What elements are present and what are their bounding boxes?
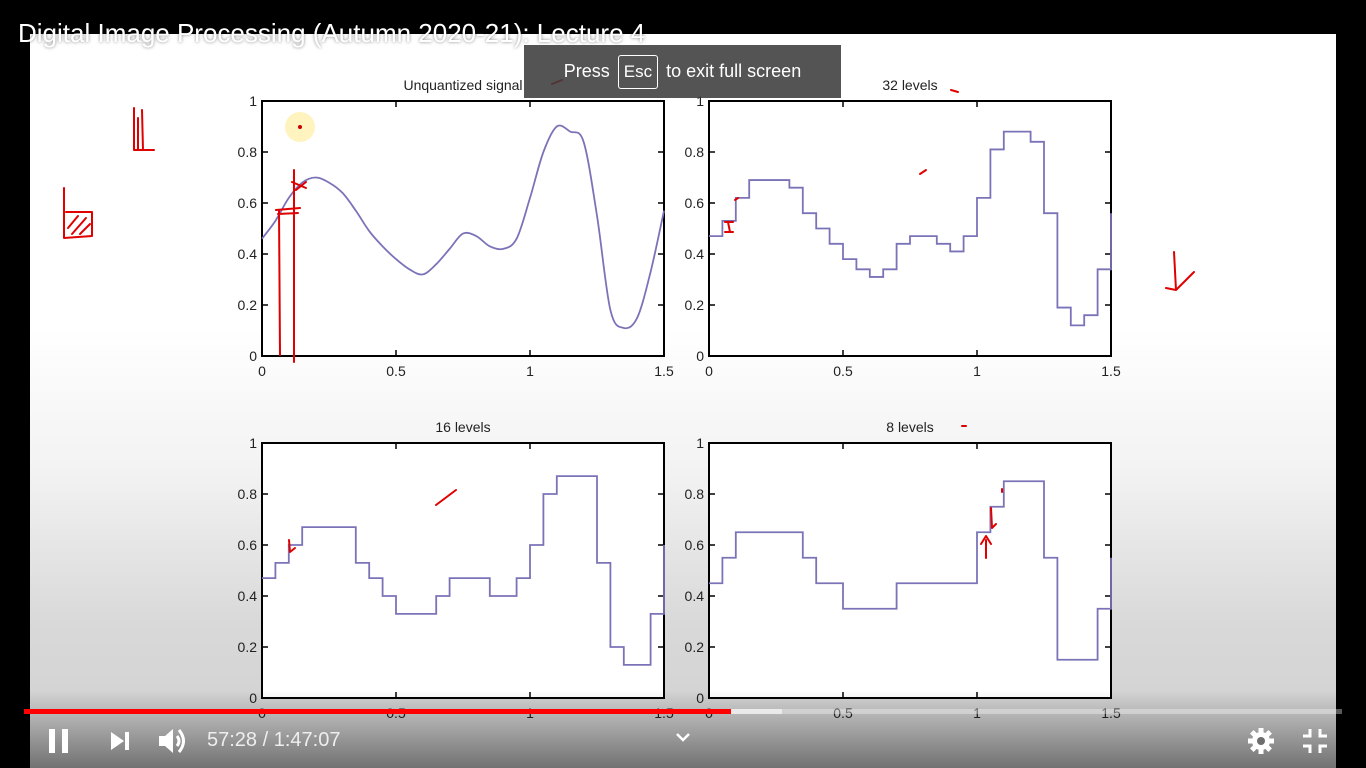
y-tick-label: 0 — [696, 348, 704, 364]
y-tick-label: 0.8 — [238, 144, 258, 160]
annotation-mark-6 — [435, 489, 457, 506]
plot-frame — [261, 442, 665, 699]
annotation-mark-5 — [734, 197, 739, 201]
annotation-mark-9 — [980, 507, 997, 559]
y-tick-label: 0.2 — [685, 297, 705, 313]
time-separator: / — [262, 729, 269, 751]
y-tick-label: 0.2 — [238, 297, 258, 313]
esc-key-badge: Esc — [617, 54, 659, 89]
x-tick-label: 1.5 — [1101, 705, 1121, 721]
annotation-box-sketch — [63, 187, 93, 239]
annotation-sample-lines — [275, 169, 307, 363]
plot-frame — [261, 100, 665, 357]
y-tick-label: 0.8 — [238, 486, 258, 502]
plot-frame — [708, 100, 1112, 357]
signal-line — [709, 130, 1112, 327]
plot-title: Unquantized signal — [403, 77, 522, 93]
x-tick-label: 1 — [526, 363, 534, 379]
y-tick-label: 0.8 — [685, 144, 705, 160]
video-frame[interactable]: Unquantized signal 0 0.2 0.4 0.6 0.8 1 0 0.5 1 1.5… — [30, 34, 1336, 768]
chevron-down-icon[interactable] — [674, 730, 692, 744]
y-tick-label: 0.2 — [238, 639, 258, 655]
plot-1: Unquantized signal 0 0.2 0.4 0.6 0.8 1 0 0.5 1 1.5 — [238, 77, 674, 379]
x-tick-label: 0.5 — [833, 705, 853, 721]
signal-line — [261, 124, 665, 330]
x-tick-label: 1 — [973, 363, 981, 379]
y-tick-label: 0.4 — [685, 588, 705, 604]
y-tick-label: 0.4 — [238, 588, 258, 604]
duration: 1:47:07 — [273, 729, 341, 751]
signal-line — [709, 480, 1112, 661]
x-tick-label: 0 — [705, 363, 713, 379]
annotation-mark-2 — [950, 89, 959, 93]
x-tick-label: 0.5 — [833, 363, 853, 379]
x-tick-label: 1.5 — [1101, 363, 1121, 379]
annotation-mark-4 — [724, 221, 734, 233]
y-tick-label: 0.6 — [685, 537, 705, 553]
annotation-check-sketch — [1165, 251, 1195, 291]
annotation-mark-8 — [288, 539, 296, 553]
plot-title: 32 levels — [882, 77, 937, 93]
y-tick-label: 1 — [249, 93, 257, 109]
progress-bar[interactable] — [24, 709, 1342, 714]
progress-played — [24, 709, 732, 714]
toast-press-text: Press — [563, 61, 610, 81]
time-display: 57:28 / 1:47:07 — [207, 729, 340, 752]
plot-frame — [708, 442, 1112, 699]
x-tick-label: 0 — [258, 363, 266, 379]
y-tick-label: 0.8 — [685, 486, 705, 502]
y-tick-label: 0 — [249, 690, 257, 706]
x-tick-label: 1.5 — [654, 363, 674, 379]
y-tick-label: 0.4 — [685, 246, 705, 262]
annotation-bars-sketch — [133, 107, 155, 151]
x-tick-label: 1 — [973, 705, 981, 721]
y-tick-label: 1 — [696, 435, 704, 451]
video-title[interactable]: Digital Image Processing (Autumn 2020-21… — [18, 18, 646, 48]
pen-annotations — [63, 79, 1195, 559]
y-tick-label: 0.6 — [685, 195, 705, 211]
y-tick-label: 0.4 — [238, 246, 258, 262]
annotation-mark-3 — [919, 169, 927, 175]
settings-icon[interactable] — [1247, 727, 1275, 755]
y-tick-label: 0.6 — [238, 195, 258, 211]
y-tick-label: 0.2 — [685, 639, 705, 655]
y-tick-label: 1 — [249, 435, 257, 451]
toast-message: to exit full screen — [666, 61, 802, 81]
x-tick-label: 0.5 — [386, 363, 406, 379]
y-tick-label: 0 — [249, 348, 257, 364]
volume-icon[interactable] — [157, 726, 189, 756]
y-tick-label: 1 — [696, 93, 704, 109]
next-icon[interactable] — [109, 730, 131, 752]
y-tick-label: 0.6 — [238, 537, 258, 553]
signal-line — [262, 475, 665, 666]
cursor-dot — [298, 125, 302, 129]
controls-gradient — [0, 690, 1366, 768]
pause-icon[interactable] — [47, 728, 71, 754]
plot-title: 16 levels — [435, 419, 490, 435]
fullscreen-toast: Press Esc to exit full screen — [524, 45, 841, 98]
current-time: 57:28 — [207, 729, 258, 751]
plot-title: 8 levels — [886, 419, 933, 435]
exit-fullscreen-icon[interactable] — [1302, 728, 1328, 754]
lecture-slide: Unquantized signal 0 0.2 0.4 0.6 0.8 1 0 0.5 1 1.5… — [63, 77, 1195, 721]
y-tick-label: 0 — [696, 690, 704, 706]
plot-2: 32 levels 0 0.2 0.4 0.6 0.8 1 0 0.5 1 1.5 — [685, 77, 1121, 379]
